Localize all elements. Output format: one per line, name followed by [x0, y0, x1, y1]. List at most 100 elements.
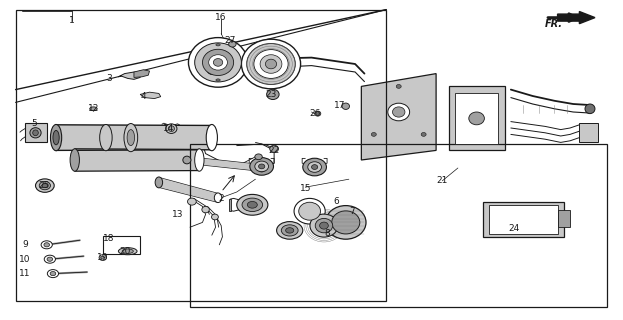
- Text: 14: 14: [163, 124, 174, 132]
- Text: 17: 17: [334, 101, 345, 110]
- Ellipse shape: [254, 50, 288, 78]
- Bar: [483, 202, 564, 237]
- Ellipse shape: [257, 164, 265, 172]
- Ellipse shape: [90, 107, 97, 111]
- Text: 11: 11: [19, 269, 31, 278]
- Text: 25: 25: [38, 181, 49, 190]
- Text: 20: 20: [119, 247, 130, 256]
- Ellipse shape: [100, 124, 112, 151]
- Ellipse shape: [70, 149, 80, 171]
- Ellipse shape: [308, 162, 321, 172]
- Ellipse shape: [207, 63, 217, 75]
- Ellipse shape: [303, 158, 326, 176]
- Ellipse shape: [388, 103, 409, 121]
- Text: 10: 10: [19, 255, 31, 264]
- Ellipse shape: [242, 39, 300, 89]
- Ellipse shape: [421, 132, 426, 136]
- FancyArrow shape: [558, 12, 595, 24]
- Bar: [558, 210, 570, 227]
- Ellipse shape: [320, 222, 328, 229]
- Bar: [103, 236, 140, 254]
- Ellipse shape: [30, 128, 41, 138]
- Ellipse shape: [468, 112, 485, 125]
- Ellipse shape: [194, 149, 204, 171]
- Text: 9: 9: [22, 240, 28, 249]
- Text: 6: 6: [333, 197, 340, 206]
- Text: 15: 15: [300, 184, 311, 193]
- Text: 12: 12: [88, 104, 99, 113]
- Polygon shape: [449, 86, 505, 150]
- Polygon shape: [361, 74, 436, 160]
- Polygon shape: [56, 125, 212, 150]
- Ellipse shape: [202, 49, 234, 76]
- Ellipse shape: [270, 145, 278, 152]
- Ellipse shape: [237, 195, 268, 215]
- Text: 19: 19: [97, 253, 108, 262]
- Text: 1: 1: [69, 16, 75, 25]
- Ellipse shape: [33, 130, 39, 136]
- Ellipse shape: [42, 184, 47, 188]
- Ellipse shape: [50, 124, 62, 151]
- Ellipse shape: [47, 269, 59, 278]
- Text: 5: 5: [31, 119, 37, 128]
- Ellipse shape: [277, 221, 303, 239]
- Ellipse shape: [213, 59, 222, 66]
- Ellipse shape: [41, 241, 52, 249]
- Bar: [229, 199, 231, 211]
- Ellipse shape: [168, 126, 174, 132]
- Text: 24: 24: [508, 224, 520, 233]
- Text: 4: 4: [140, 92, 146, 100]
- Ellipse shape: [265, 59, 277, 69]
- Ellipse shape: [124, 124, 138, 152]
- Ellipse shape: [216, 44, 221, 46]
- Bar: [489, 205, 558, 234]
- Ellipse shape: [259, 164, 265, 169]
- Ellipse shape: [39, 181, 50, 190]
- Ellipse shape: [211, 214, 218, 220]
- Ellipse shape: [247, 202, 257, 208]
- Ellipse shape: [216, 79, 221, 81]
- Text: 7: 7: [349, 207, 355, 216]
- Ellipse shape: [47, 257, 52, 261]
- Text: 18: 18: [103, 234, 115, 243]
- Ellipse shape: [118, 248, 137, 255]
- Ellipse shape: [50, 271, 56, 276]
- Text: 8: 8: [324, 229, 330, 238]
- Ellipse shape: [285, 228, 294, 233]
- Ellipse shape: [315, 219, 333, 233]
- Ellipse shape: [267, 89, 279, 100]
- Ellipse shape: [281, 225, 298, 236]
- Ellipse shape: [206, 124, 217, 151]
- Ellipse shape: [229, 41, 236, 47]
- Ellipse shape: [155, 177, 163, 188]
- Ellipse shape: [122, 249, 133, 253]
- Ellipse shape: [392, 107, 405, 117]
- Ellipse shape: [396, 84, 401, 88]
- Polygon shape: [159, 178, 218, 202]
- Polygon shape: [187, 157, 262, 171]
- Text: 26: 26: [309, 109, 320, 118]
- Ellipse shape: [183, 156, 191, 164]
- Ellipse shape: [194, 43, 242, 82]
- Ellipse shape: [99, 255, 107, 260]
- Ellipse shape: [326, 206, 366, 239]
- Ellipse shape: [202, 206, 209, 213]
- Ellipse shape: [166, 124, 177, 133]
- Text: 2: 2: [218, 194, 224, 203]
- Text: 21: 21: [437, 176, 448, 185]
- Ellipse shape: [44, 243, 50, 247]
- Ellipse shape: [53, 131, 59, 145]
- Polygon shape: [118, 72, 140, 79]
- Ellipse shape: [371, 132, 376, 136]
- Polygon shape: [75, 149, 199, 171]
- Ellipse shape: [255, 161, 269, 172]
- Text: 13: 13: [172, 210, 183, 219]
- Ellipse shape: [250, 158, 273, 175]
- Ellipse shape: [242, 198, 263, 212]
- Ellipse shape: [294, 198, 325, 224]
- Text: 22: 22: [269, 146, 280, 155]
- Polygon shape: [134, 70, 150, 77]
- Bar: [16, 10, 386, 301]
- Bar: [579, 123, 598, 142]
- Ellipse shape: [310, 214, 338, 237]
